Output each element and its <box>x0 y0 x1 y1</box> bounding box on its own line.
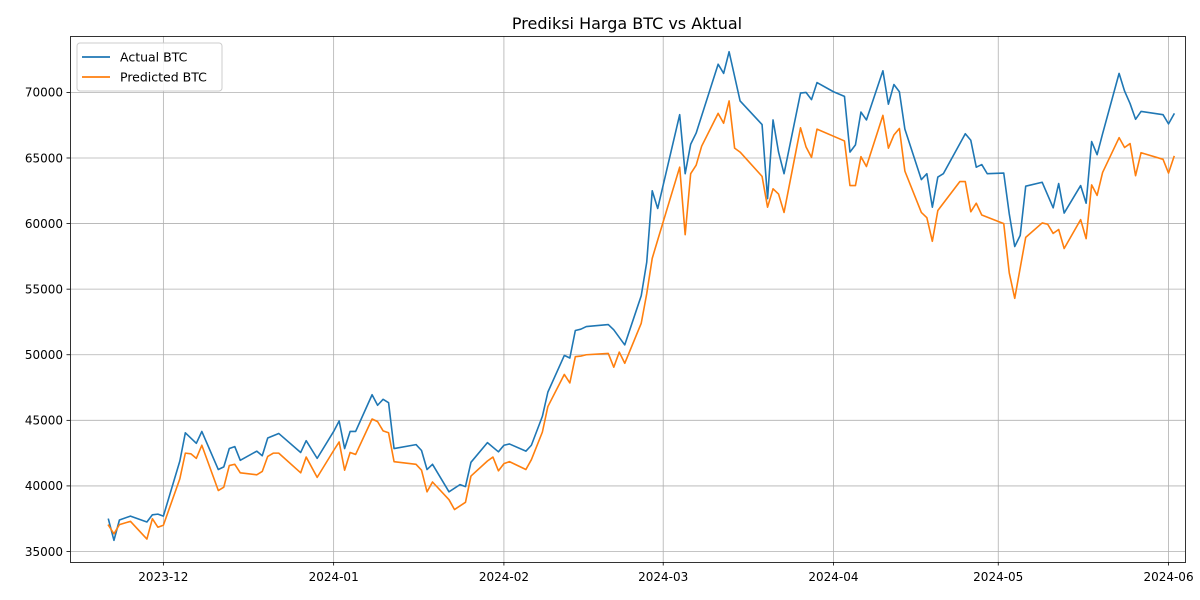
legend-label-actual: Actual BTC <box>120 50 188 65</box>
plot-frame <box>70 36 1186 563</box>
y-tick-label: 50000 <box>25 348 63 362</box>
x-tick-label: 2024-02 <box>479 570 529 584</box>
y-tick-label: 45000 <box>25 414 63 428</box>
x-tick-label: 2024-03 <box>638 570 688 584</box>
chart-title: Prediksi Harga BTC vs Aktual <box>512 14 742 33</box>
axes: 35000 40000 45000 50000 55000 60000 65000 70000… <box>25 86 1194 584</box>
y-tick-label: 55000 <box>25 282 63 296</box>
y-tick-label: 60000 <box>25 217 63 231</box>
x-tick-label: 2024-05 <box>973 570 1023 584</box>
legend-box <box>76 42 223 92</box>
predicted-btc-line <box>107 100 1176 540</box>
x-tick-label: 2024-04 <box>808 570 858 584</box>
y-tick-label: 40000 <box>25 479 63 493</box>
y-tick-label: 70000 <box>25 86 63 100</box>
x-tick-label: 2023-12 <box>138 570 188 584</box>
grid-lines <box>70 36 1185 562</box>
x-tick-label: 2024-01 <box>309 570 359 584</box>
legend: Actual BTC Predicted BTC <box>76 42 223 92</box>
y-tick-label: 35000 <box>25 545 63 559</box>
actual-btc-line <box>107 50 1176 542</box>
y-tick-label: 65000 <box>25 151 63 165</box>
legend-label-predicted: Predicted BTC <box>120 70 207 85</box>
x-tick-label: 2024-06 <box>1143 570 1193 584</box>
series-layer <box>107 50 1176 542</box>
